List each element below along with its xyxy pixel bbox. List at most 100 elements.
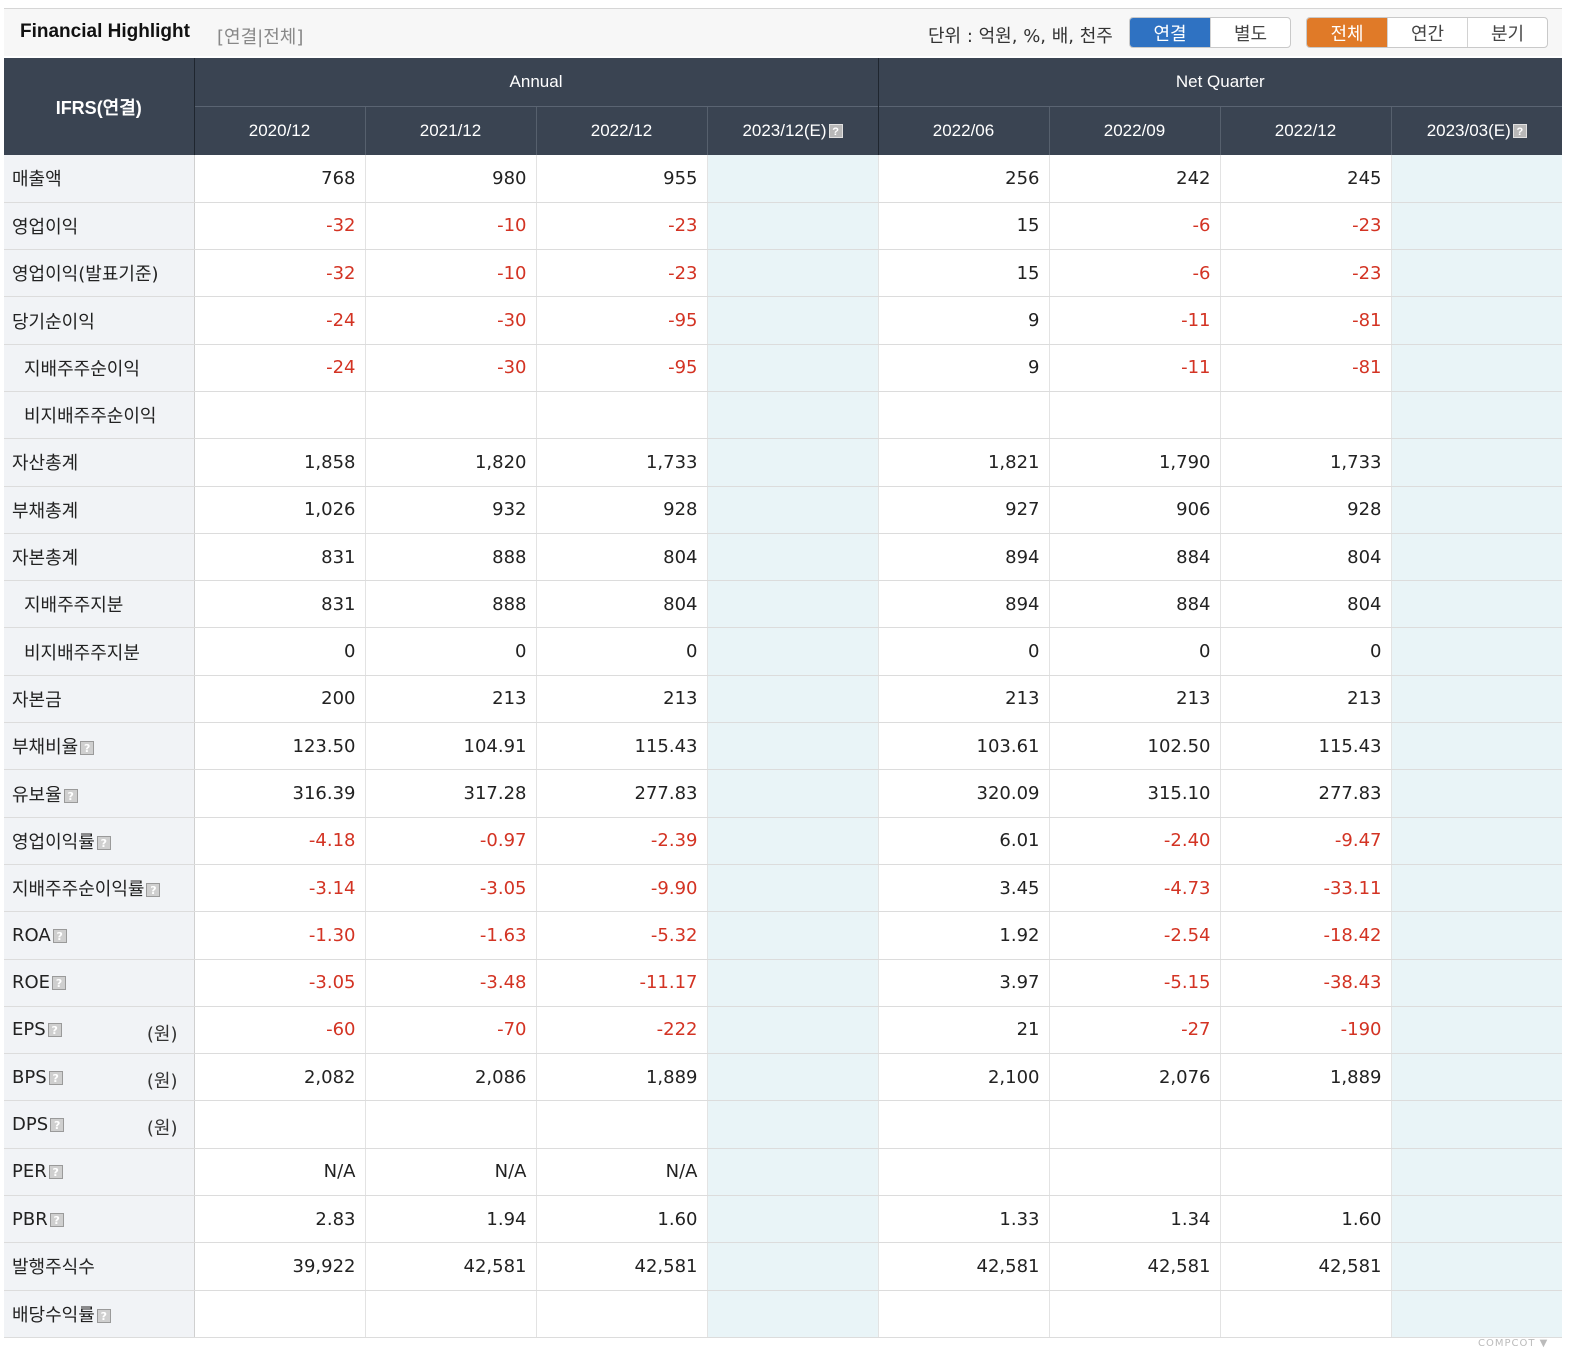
table-cell: 927 [877, 486, 1049, 534]
table-cell: 104.91 [364, 722, 536, 771]
table-cell [1390, 911, 1562, 960]
help-icon[interactable]: ? [63, 788, 78, 803]
row-label: 매출액 [4, 155, 195, 203]
period-annual-button[interactable]: 연간 [1387, 18, 1467, 47]
row-label: ROE? [4, 959, 195, 1007]
table-cell [706, 817, 878, 865]
table-cell [1219, 1148, 1391, 1197]
table-row: 지배주주순이익률? -3.14 -3.05 -9.90 3.45 -4.73 -33.11 [4, 864, 1562, 913]
table-cell [1219, 391, 1391, 440]
help-icon[interactable]: ? [48, 1165, 63, 1180]
help-icon[interactable]: ? [146, 883, 161, 898]
help-icon[interactable]: ? [1512, 123, 1527, 138]
table-cell: 928 [535, 486, 707, 534]
table-cell [877, 1100, 1049, 1149]
table-cell: 894 [877, 580, 1049, 629]
row-label: 지배주주지분 [4, 580, 195, 629]
table-cell: -5.32 [535, 911, 707, 960]
table-cell: 894 [877, 533, 1049, 582]
table-cell: 1.34 [1048, 1195, 1220, 1244]
table-cell [706, 627, 878, 676]
table-cell: 932 [364, 486, 536, 534]
table-cell: -1.30 [193, 911, 365, 960]
table-cell [1390, 1195, 1562, 1244]
table-cell [706, 769, 878, 818]
table-cell [706, 533, 878, 582]
help-icon[interactable]: ? [52, 976, 67, 991]
table-cell: 123.50 [193, 722, 365, 771]
table-row: 지배주주순이익 -24 -30 -95 9 -11 -81 [4, 344, 1562, 392]
row-label: 발행주식수 [4, 1242, 195, 1291]
table-cell: 1.60 [535, 1195, 707, 1244]
table-cell: -222 [535, 1006, 707, 1055]
table-cell [1390, 296, 1562, 345]
table-row: 비지배주주지분 0 0 0 0 0 0 [4, 627, 1562, 676]
table-cell: -95 [535, 344, 707, 392]
scope-separate-button[interactable]: 별도 [1210, 18, 1290, 47]
table-cell: 21 [877, 1006, 1049, 1055]
table-cell: 906 [1048, 486, 1220, 534]
column-header: 2022/06 [877, 105, 1049, 155]
help-icon[interactable]: ? [96, 835, 111, 850]
table-cell: 980 [364, 155, 536, 203]
help-icon[interactable]: ? [48, 1070, 63, 1085]
help-icon[interactable]: ? [96, 1308, 111, 1323]
unit-label: 단위 : 억원, %, 배, 천주 [928, 26, 1113, 47]
table-cell: 6.01 [877, 817, 1049, 865]
table-cell [1390, 202, 1562, 251]
help-icon[interactable]: ? [52, 928, 67, 943]
row-label: BPS? (원) [4, 1053, 195, 1102]
table-cell [706, 911, 878, 960]
table-cell: -11 [1048, 344, 1220, 392]
table-row: ROA? -1.30 -1.63 -5.32 1.92 -2.54 -18.42 [4, 911, 1562, 960]
column-header: 2022/09 [1048, 105, 1220, 155]
table-cell [877, 1148, 1049, 1197]
table-cell: N/A [535, 1148, 707, 1197]
row-label: 자산총계 [4, 438, 195, 487]
table-cell: 1.33 [877, 1195, 1049, 1244]
table-cell: -190 [1219, 1006, 1391, 1055]
scope-toggle: 연결 별도 [1129, 17, 1291, 48]
table-cell: -33.11 [1219, 864, 1391, 913]
table-cell: 115.43 [1219, 722, 1391, 771]
table-cell [1390, 1006, 1562, 1055]
help-icon[interactable]: ? [828, 123, 843, 138]
table-cell [193, 391, 365, 440]
table-cell: -18.42 [1219, 911, 1391, 960]
table-cell: -81 [1219, 344, 1391, 392]
table-row: BPS? (원) 2,082 2,086 1,889 2,100 2,076 1,889 [4, 1053, 1562, 1102]
table-cell [706, 1195, 878, 1244]
table-row: 배당수익률? [4, 1290, 1562, 1338]
table-cell: N/A [193, 1148, 365, 1197]
table-cell [706, 580, 878, 629]
table-cell [1390, 533, 1562, 582]
table-cell [1390, 675, 1562, 724]
table-cell [1390, 155, 1562, 203]
help-icon[interactable]: ? [49, 1212, 64, 1227]
table-cell [706, 202, 878, 251]
table-cell: -6 [1048, 249, 1220, 298]
table-cell: 804 [535, 580, 707, 629]
table-cell: 42,581 [877, 1242, 1049, 1291]
table-cell [1390, 580, 1562, 629]
help-icon[interactable]: ? [80, 741, 95, 756]
table-cell: 928 [1219, 486, 1391, 534]
row-label: 영업이익 [4, 202, 195, 251]
financial-highlight-table: IFRS(연결) Annual Net Quarter 2020/12 2021/… [4, 58, 1562, 1338]
row-label: 비지배주주순이익 [4, 391, 195, 440]
table-cell: -6 [1048, 202, 1220, 251]
row-unit-label: (원) [146, 1118, 178, 1140]
table-row: 발행주식수 39,922 42,581 42,581 42,581 42,581 42,58… [4, 1242, 1562, 1291]
table-cell: 804 [1219, 580, 1391, 629]
scope-consolidated-button[interactable]: 연결 [1130, 18, 1210, 47]
help-icon[interactable]: ? [47, 1023, 62, 1038]
table-cell [1390, 344, 1562, 392]
column-header: 2021/12 [364, 105, 536, 155]
table-cell: 0 [877, 627, 1049, 676]
period-quarter-button[interactable]: 분기 [1467, 18, 1547, 47]
row-label: DPS? (원) [4, 1100, 195, 1149]
period-all-button[interactable]: 전체 [1307, 18, 1387, 47]
help-icon[interactable]: ? [50, 1118, 65, 1133]
table-cell: 277.83 [535, 769, 707, 818]
table-cell [193, 1100, 365, 1149]
